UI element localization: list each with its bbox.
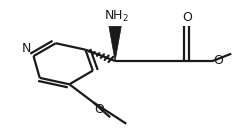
Text: N: N: [22, 42, 32, 55]
Text: NH$_2$: NH$_2$: [104, 9, 129, 24]
Text: O: O: [214, 55, 224, 67]
Text: O: O: [94, 103, 104, 116]
Text: O: O: [182, 11, 192, 24]
Polygon shape: [109, 26, 121, 61]
